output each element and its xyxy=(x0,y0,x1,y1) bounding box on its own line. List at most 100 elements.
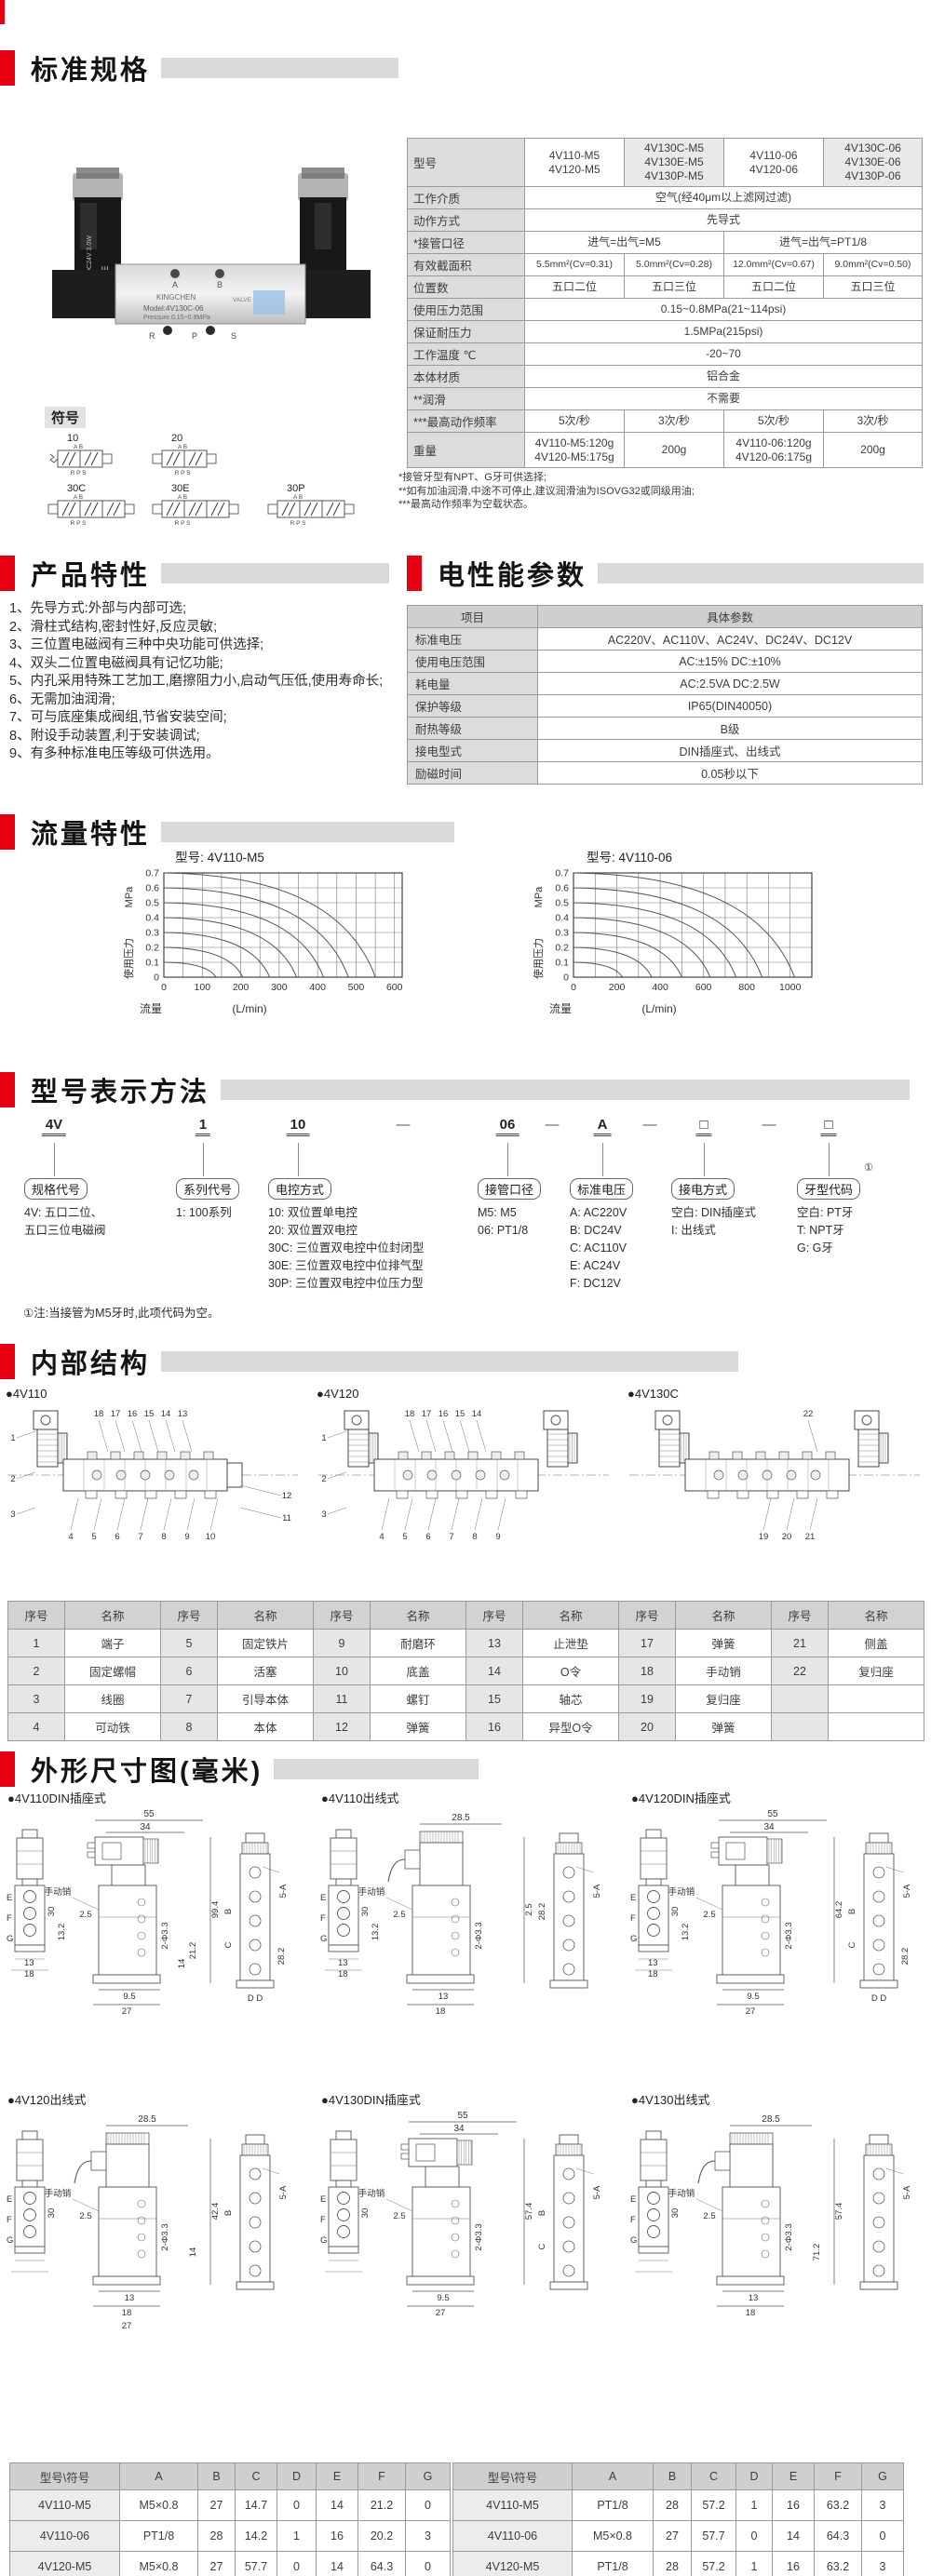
dash-separator: — xyxy=(545,1117,560,1133)
circle-element xyxy=(23,1907,36,1920)
dim-value: 14 xyxy=(316,2489,358,2521)
table-row: 工作介质 空气(经40μm以上滤网过滤) xyxy=(407,186,923,209)
dim-value: M5×0.8 xyxy=(572,2520,654,2552)
part-number: 1 xyxy=(7,1629,65,1657)
port-block xyxy=(485,1490,498,1499)
part-number: 10 xyxy=(313,1657,371,1685)
table-row: 2 固定螺帽 6 活塞 10 底盖 14 O令 18 手动销 22 复归座 xyxy=(7,1657,924,1685)
feature-item: 6、无需加油润滑; xyxy=(9,691,115,707)
dim-label: 27 xyxy=(746,2006,756,2017)
rect-element xyxy=(640,1837,668,1880)
gray-bar xyxy=(161,822,455,842)
spool-element xyxy=(713,1469,724,1481)
part-name xyxy=(828,1712,924,1741)
circle-element xyxy=(249,1866,262,1879)
dim-value: PT1/8 xyxy=(119,2520,198,2552)
table-cell: 12.0mm²(Cv=0.67) xyxy=(723,253,824,276)
rect-element xyxy=(92,1974,161,1984)
spool-element xyxy=(164,1469,175,1481)
dim-label: 18 xyxy=(24,1969,34,1979)
circle-element xyxy=(761,2199,770,2208)
rect-element xyxy=(714,2151,731,2171)
circle-element xyxy=(451,2216,460,2225)
rect-element xyxy=(645,1829,662,1839)
x-tick-label: 600 xyxy=(695,982,712,993)
polyline-element xyxy=(49,453,59,463)
line-element xyxy=(68,502,76,517)
callout-number: 20 xyxy=(782,1532,792,1542)
dim-label: 5-A xyxy=(902,2185,912,2199)
rect-element xyxy=(406,2275,475,2286)
table-row: 型号 4V110-M5 4V120-M5 4V130C-M5 4V130E-M5 4… xyxy=(407,138,923,187)
coil-cap xyxy=(298,173,348,201)
flow-curve xyxy=(163,872,376,977)
gray-bar xyxy=(274,1759,479,1779)
code-description: 1: 100系列 xyxy=(176,1204,232,1222)
dim-label: 5-A xyxy=(902,1884,912,1898)
rect-element xyxy=(716,2275,785,2286)
callout-number: 16 xyxy=(128,1409,138,1419)
dim-value: 14.2 xyxy=(235,2520,277,2552)
rect-element xyxy=(735,1864,770,1886)
dim-label: 28.5 xyxy=(762,2114,780,2125)
code-description-line: T: NPT牙 xyxy=(797,1224,844,1237)
circle-element xyxy=(249,2167,262,2180)
section-header-flow: 流量特性 xyxy=(0,812,455,852)
part-number: 5 xyxy=(160,1629,218,1657)
port-block xyxy=(515,1490,528,1499)
dim-value: M5×0.8 xyxy=(119,2489,198,2521)
screw xyxy=(778,1451,789,1460)
rect-element xyxy=(152,503,163,515)
circle-element xyxy=(249,1914,262,1927)
table-row: 有效截面积 5.5mm²(Cv=0.31) 5.0mm²(Cv=0.28) 12.0m… xyxy=(407,253,923,276)
model-name: 4V120-M5 xyxy=(9,2551,120,2576)
section-title-electrical: 电性能参数 xyxy=(438,561,587,591)
row-label: 耐热等级 xyxy=(407,717,538,740)
dim-label: 30 xyxy=(670,2208,681,2219)
x-tick-label: 400 xyxy=(309,982,326,993)
circle-element xyxy=(351,1415,362,1426)
port-block xyxy=(425,1490,439,1499)
red-square-icon xyxy=(0,1344,15,1379)
part-name: 可动铁 xyxy=(64,1712,161,1741)
dim-value: 27 xyxy=(197,2551,236,2576)
rect-element xyxy=(710,1851,720,1858)
port-block xyxy=(174,1490,187,1499)
circle-element xyxy=(249,1963,262,1976)
column-header: 序号 xyxy=(466,1601,523,1630)
x-tick-label: 100 xyxy=(195,982,211,993)
section-title-dimensions: 外形尺寸图(毫米) xyxy=(31,1757,263,1787)
dim-value: M5×0.8 xyxy=(119,2551,198,2576)
dim-value: 64.3 xyxy=(358,2551,406,2576)
section-title-features: 产品特性 xyxy=(31,561,151,591)
dim-table-right-wrap: 型号\符号 A B C D E F G 4V110-M5 PT1/8 28 57.2 1 16 63.2 3 4… xyxy=(452,2462,904,2576)
callout-number: 9 xyxy=(184,1532,189,1542)
spool-element xyxy=(737,1469,749,1481)
code-description-line: 10: 双位置单电控 xyxy=(268,1206,358,1219)
part-name: 线圈 xyxy=(64,1684,161,1713)
model-name: 4V110-06 xyxy=(9,2520,120,2552)
dim-label: D D xyxy=(248,1993,263,2004)
code-description-line: B: DC24V xyxy=(570,1224,622,1237)
callout-number: 2 xyxy=(10,1474,15,1484)
row-label: 标准电压 xyxy=(407,627,538,651)
annotation-label: 2.5 xyxy=(393,1910,405,1920)
rect-element xyxy=(330,1837,358,1880)
part-name: 弹簧 xyxy=(370,1712,466,1741)
circle-element xyxy=(562,2240,575,2253)
code-description-line: 空白: PT牙 xyxy=(797,1206,854,1219)
circle-element xyxy=(872,2192,885,2205)
circle-element xyxy=(647,1890,660,1903)
line-element xyxy=(327,1471,347,1480)
symbol-label: 30E xyxy=(171,483,190,494)
screw xyxy=(421,1451,432,1460)
annotation-label: 手动销 xyxy=(45,1886,72,1898)
dim-label: 34 xyxy=(453,2124,465,2134)
path-element xyxy=(387,1858,406,1883)
red-square-icon xyxy=(0,1751,15,1787)
part-number: 2 xyxy=(7,1657,65,1685)
feature-item: 4、双头二位置电磁阀具有记忆功能; xyxy=(9,655,223,671)
code-label-capsule: 规格代号 xyxy=(24,1178,88,1200)
table-row: 使用电压范围 AC:±15% DC:±10% xyxy=(407,650,923,673)
